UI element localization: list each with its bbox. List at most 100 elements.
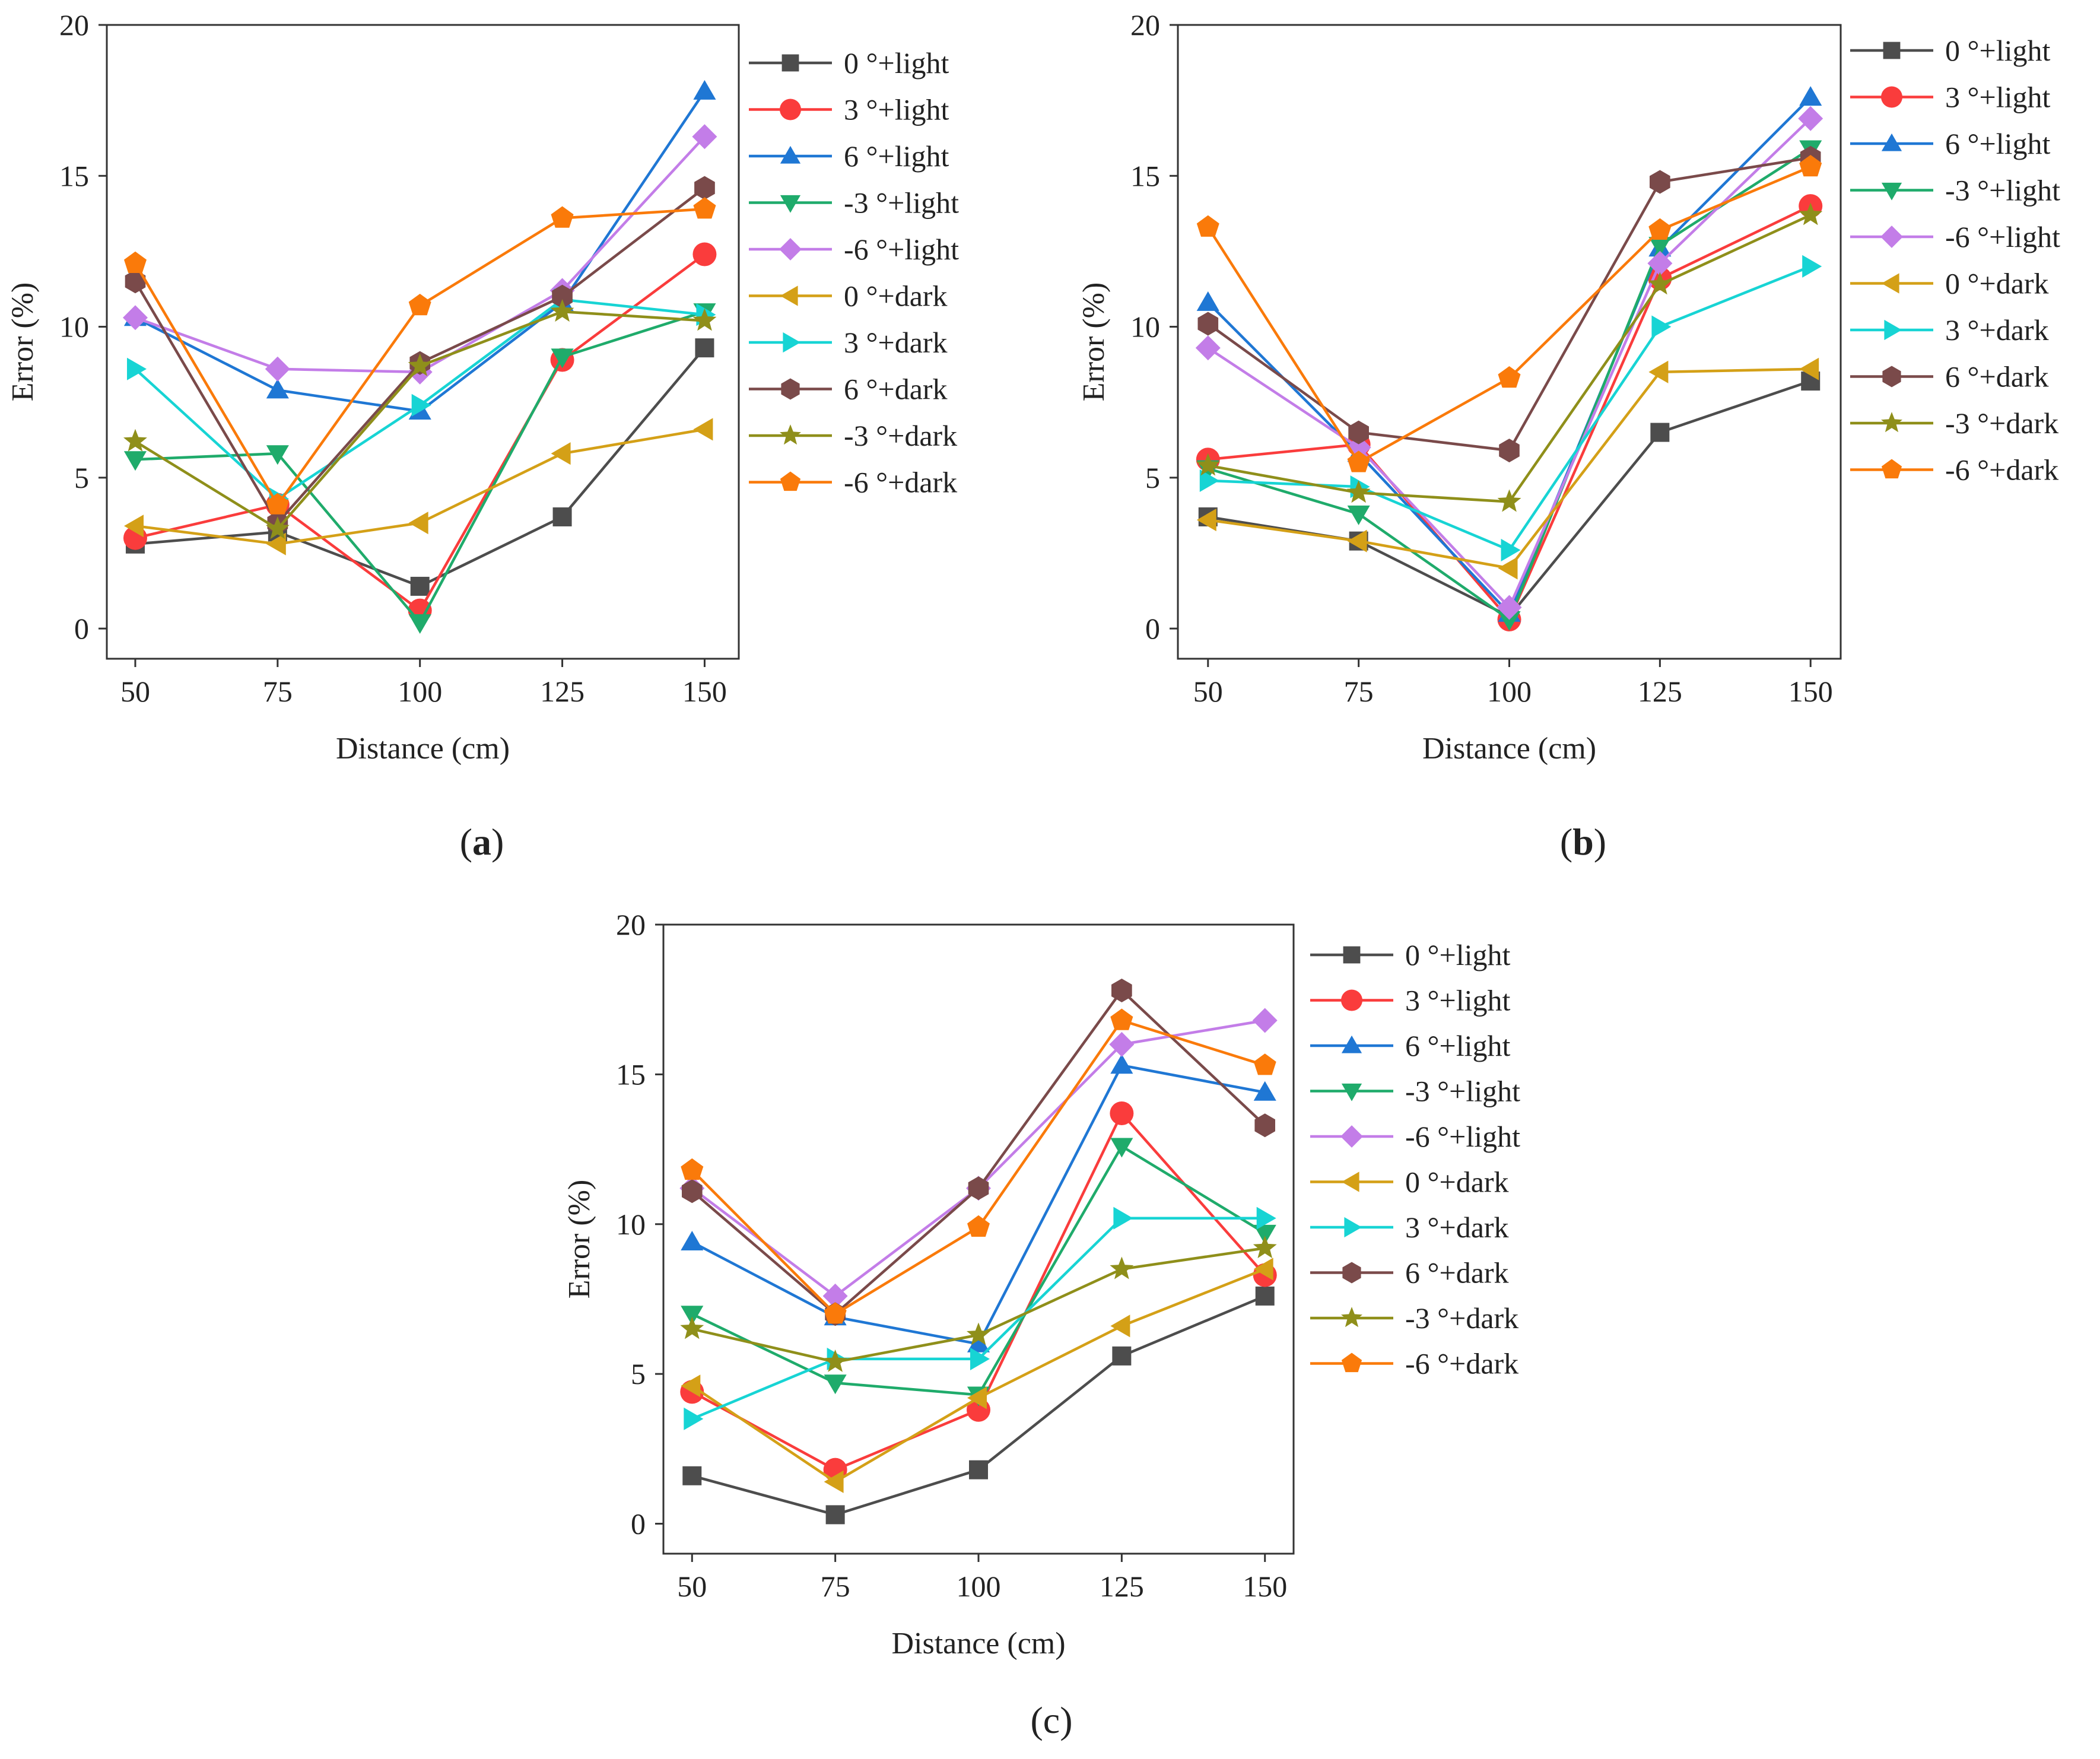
data-point [967, 1215, 990, 1237]
data-point [408, 614, 431, 634]
y-tick-label: 15 [1130, 159, 1160, 192]
legend-item: 6 °+light [1310, 1029, 1510, 1062]
legend-label: 3 °+dark [1945, 313, 2049, 347]
legend-marker [1341, 989, 1362, 1011]
data-point [1647, 250, 1673, 276]
data-point [1799, 155, 1822, 177]
x-tick-label: 150 [682, 675, 727, 708]
y-tick-label: 10 [59, 310, 89, 344]
series-0light [682, 1286, 1275, 1525]
legend-label: -6 °+light [844, 233, 959, 266]
legend: 0 °+light 3 °+light 6 °+light -3 °+light -6 … [749, 46, 959, 499]
legend-item: -3 °+dark [1310, 1301, 1518, 1335]
data-point [1197, 312, 1219, 336]
y-axis-label: Error (%) [1077, 282, 1111, 402]
legend-marker [1880, 226, 1903, 248]
legend-marker [1341, 1035, 1362, 1053]
legend: 0 °+light 3 °+light 6 °+light -3 °+light -6 … [1850, 34, 2060, 487]
legend-marker [1341, 1307, 1362, 1328]
data-point [967, 1332, 990, 1352]
data-point [1802, 255, 1822, 278]
data-point [551, 348, 574, 369]
legend-marker [780, 285, 798, 306]
x-tick-label: 75 [1344, 675, 1374, 708]
y-tick-label: 10 [1130, 310, 1160, 344]
legend-label: 0 °+dark [1945, 267, 2049, 300]
data-point [550, 299, 574, 322]
chart-panel-a: 50 75 100 125 150 0 5 10 15 20 Distance (cm) Error … [6, 8, 959, 863]
data-point [1650, 423, 1670, 442]
caption-open-paren: ( [1560, 821, 1572, 863]
data-point [693, 80, 716, 100]
data-point [1347, 529, 1367, 553]
legend-marker [780, 99, 801, 120]
legend-label: -6 °+dark [1945, 453, 2058, 487]
data-point [1253, 1224, 1276, 1244]
chart-panel-c: 50 75 100 125 150 0 5 10 15 20 Distance (cm) Error … [563, 908, 1520, 1741]
series-3dark [684, 1206, 1276, 1430]
legend-item: -3 °+dark [749, 419, 957, 452]
data-point [1346, 480, 1371, 503]
legend-label: 3 °+dark [1405, 1211, 1509, 1244]
series--3dark [680, 1236, 1277, 1372]
data-point [265, 516, 290, 539]
data-point [1348, 420, 1369, 444]
legend-marker [1882, 366, 1901, 388]
legend-marker [1883, 42, 1901, 59]
chart-panel-b: 50 75 100 125 150 0 5 10 15 20 Distance (cm) Error … [1077, 8, 2060, 863]
y-tick-label: 0 [1145, 612, 1160, 645]
legend-item: -6 °+dark [749, 466, 957, 499]
data-point [1109, 1031, 1135, 1057]
data-point [123, 451, 147, 471]
legend-item: 0 °+dark [1310, 1166, 1509, 1199]
plot-frame [106, 24, 740, 660]
y-axis-label: Error (%) [563, 1180, 596, 1299]
data-point [967, 1386, 987, 1409]
legend-marker [1341, 1352, 1362, 1373]
legend-label: -6 °+dark [1405, 1347, 1518, 1380]
data-point [1347, 450, 1370, 472]
data-point [825, 1505, 845, 1525]
legend-item: -6 °+light [1310, 1120, 1520, 1153]
data-point [1256, 1206, 1276, 1230]
data-point [1497, 489, 1521, 512]
data-point [1255, 1286, 1275, 1306]
y-tick-label: 15 [616, 1058, 646, 1091]
legend-marker [780, 145, 801, 164]
data-point [408, 294, 431, 316]
data-point [411, 393, 431, 417]
data-point [266, 445, 289, 465]
legend-label: -6 °+light [1405, 1120, 1520, 1153]
legend-item: 6 °+dark [1310, 1256, 1509, 1290]
data-point [1648, 218, 1672, 240]
legend-marker [1881, 182, 1902, 201]
caption-open-paren: ( [460, 821, 472, 863]
data-point [684, 1407, 704, 1430]
data-point [1799, 202, 1823, 226]
data-point [1651, 315, 1672, 338]
data-point [1499, 439, 1520, 463]
legend-item: 0 °+light [749, 46, 949, 80]
data-point [408, 512, 428, 535]
series--6light [1195, 106, 1823, 620]
legend-marker [779, 238, 802, 261]
data-point [265, 356, 290, 382]
data-point [968, 1176, 989, 1201]
legend-item: -3 °+light [749, 186, 959, 220]
data-point [1253, 1081, 1276, 1101]
data-point [551, 442, 571, 465]
x-tick-label: 100 [398, 675, 442, 708]
legend-item: -6 °+light [749, 233, 959, 266]
legend-item: 0 °+light [1310, 938, 1510, 971]
y-tick-label: 0 [631, 1507, 646, 1541]
legend-item: 3 °+light [1850, 81, 2050, 114]
data-point [969, 1460, 988, 1479]
legend-item: 3 °+light [749, 93, 949, 126]
data-point [970, 1347, 990, 1370]
legend-item: 3 °+dark [1850, 313, 2049, 347]
data-point [824, 1470, 844, 1493]
series--6dark [681, 1008, 1276, 1324]
x-tick-label: 75 [821, 1570, 850, 1603]
x-tick-label: 75 [263, 675, 293, 708]
